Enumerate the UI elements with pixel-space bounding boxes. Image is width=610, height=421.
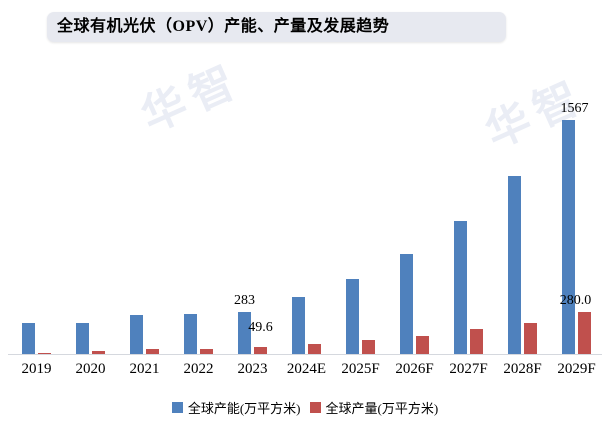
bar-production-2023 — [254, 346, 267, 354]
bar-production-2020 — [92, 351, 105, 354]
legend-item-capacity: 全球产能(万平方米) — [171, 398, 301, 417]
bar-capacity-2021 — [130, 314, 143, 354]
bar-production-2021 — [146, 349, 159, 354]
legend-item-production: 全球产量(万平方米) — [309, 398, 439, 417]
data-label-49.6: 49.6 — [248, 319, 273, 335]
bar-capacity-2026F — [400, 253, 413, 354]
legend: 全球产能(万平方米) 全球产量(万平方米) — [0, 398, 610, 416]
x-axis-label-2029F: 2029F — [557, 361, 596, 377]
bar-production-2029F — [578, 312, 591, 354]
capacity-swatch-icon — [171, 401, 183, 413]
x-axis-label-2022: 2022 — [183, 361, 214, 377]
bar-capacity-2024E — [292, 297, 305, 354]
bar-production-2019 — [38, 352, 51, 354]
x-axis-label-2028F: 2028F — [503, 361, 542, 377]
bar-capacity-2020 — [76, 323, 89, 354]
bar-capacity-2022 — [184, 314, 197, 354]
bar-capacity-2027F — [454, 220, 467, 354]
x-axis-line — [8, 354, 602, 355]
x-axis-label-2025F: 2025F — [341, 361, 380, 377]
chart-title: 全球有机光伏（OPV）产能、产量及发展趋势 — [57, 18, 390, 35]
x-axis-label-2026F: 2026F — [395, 361, 434, 377]
x-axis-label-2024E: 2024E — [286, 361, 327, 377]
data-label-1567: 1567 — [560, 101, 589, 117]
bar-capacity-2025F — [346, 279, 359, 354]
legend-label-capacity: 全球产能(万平方米) — [187, 400, 301, 416]
watermark-left: 华智 — [134, 54, 250, 142]
bar-production-2025F — [362, 340, 375, 354]
production-swatch-icon — [309, 401, 321, 413]
x-axis-label-2023: 2023 — [237, 361, 268, 377]
legend-label-production: 全球产量(万平方米) — [325, 400, 439, 416]
bar-production-2028F — [524, 323, 537, 354]
bar-production-2024E — [308, 343, 321, 354]
bar-capacity-2029F — [562, 120, 575, 354]
bar-capacity-2019 — [22, 323, 35, 354]
x-axis-label-2019: 2019 — [21, 361, 52, 377]
x-axis-label-2021: 2021 — [129, 361, 160, 377]
x-axis-label-2020: 2020 — [75, 361, 106, 377]
bar-capacity-2023 — [238, 311, 251, 354]
bar-production-2022 — [200, 348, 213, 354]
bar-production-2027F — [470, 329, 483, 354]
bar-production-2026F — [416, 335, 429, 354]
chart-title-box: 全球有机光伏（OPV）产能、产量及发展趋势 — [47, 12, 506, 42]
bar-capacity-2028F — [508, 176, 521, 354]
x-axis-label-2027F: 2027F — [449, 361, 488, 377]
data-label-280.0: 280.0 — [559, 293, 592, 309]
data-label-283: 283 — [234, 292, 255, 308]
